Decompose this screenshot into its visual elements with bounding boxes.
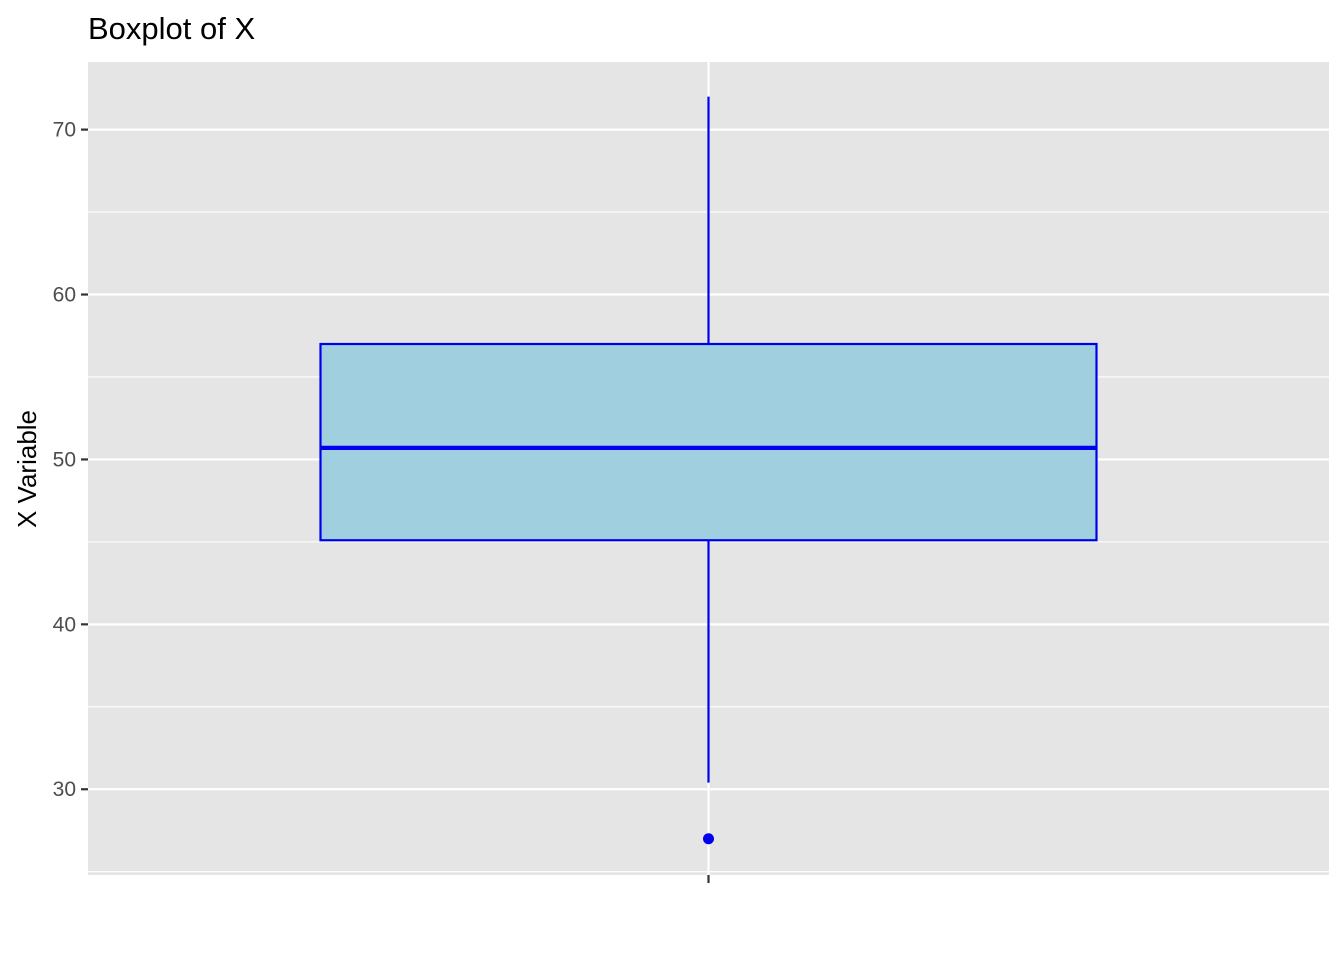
- outlier-point: [703, 833, 714, 845]
- interquartile-box: [319, 342, 1098, 542]
- y-tick-label: 70: [53, 119, 76, 142]
- y-tick-label: 50: [53, 448, 76, 471]
- y-axis: 30 40 50 60 70: [53, 119, 88, 801]
- boxplot-marks: [319, 96, 1098, 845]
- y-tick-label: 60: [53, 284, 76, 307]
- y-tick-label: 40: [53, 613, 76, 636]
- chart-title: Boxplot of X: [88, 11, 255, 46]
- y-tick-label: 30: [53, 778, 76, 801]
- y-axis-label: X Variable: [12, 410, 42, 528]
